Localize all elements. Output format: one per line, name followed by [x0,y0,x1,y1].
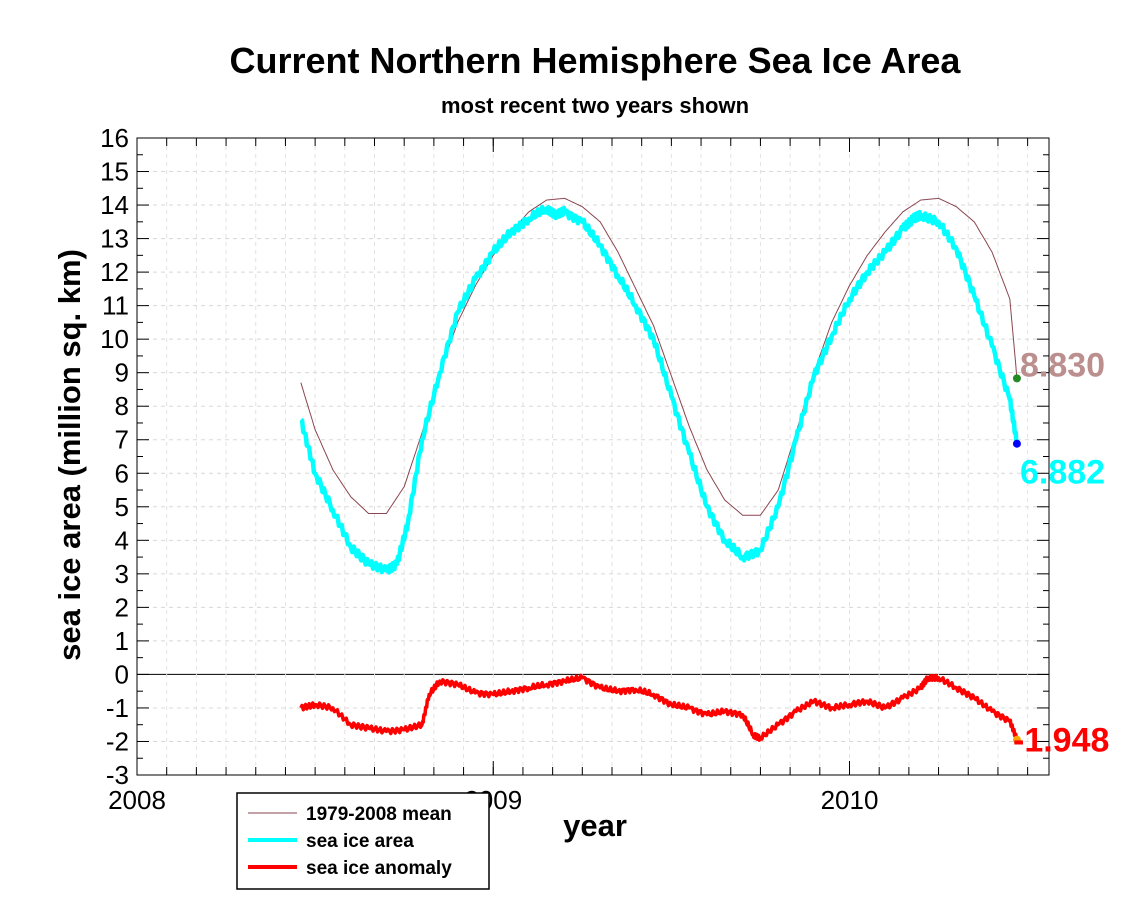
y-axis-label: sea ice area (million sq. km) [52,249,87,661]
y-tick-label: 10 [100,324,129,354]
y-tick-label: 3 [115,559,129,589]
y-tick-label: 14 [100,190,129,220]
legend-label-area: sea ice area [306,831,414,852]
y-tick-label: 13 [100,224,129,254]
y-tick-label: -1 [106,693,129,723]
series-lines [299,197,1019,742]
y-tick-label: 0 [115,659,129,689]
value-annotation-1: 6.882 [1020,454,1105,492]
y-tick-label: 7 [115,425,129,455]
grid [137,138,1049,775]
end-marker-2 [1012,735,1021,744]
value-annotation-2: -1.948 [1013,722,1109,760]
series-line-2 [299,673,1019,742]
y-tick-label: 5 [115,492,129,522]
y-tick-label: -3 [106,760,129,790]
end-marker-1 [1012,439,1021,448]
end-markers [1012,374,1021,744]
legend-box [236,792,490,890]
y-tick-label: 16 [100,123,129,153]
y-tick-label: -2 [106,726,129,756]
y-tick-label: 12 [100,257,129,287]
end-marker-0 [1012,374,1021,383]
y-tick-label: 11 [102,291,129,321]
value-annotations: 8.830 6.882 -1.948 [1013,346,1109,759]
series-line-1 [299,204,1019,575]
x-axis-label: year [563,808,627,843]
y-tick-label: 6 [115,458,129,488]
x-tick-label: 2010 [821,785,879,815]
legend: 1979-2008 mean sea ice area sea ice anom… [236,792,490,890]
y-tick-label: 1 [115,626,129,656]
chart-subtitle: most recent two years shown [441,93,749,118]
y-tick-label: 2 [115,592,129,622]
value-annotation-0: 8.830 [1020,346,1105,384]
series-line-0 [300,197,1018,516]
legend-label-anomaly: sea ice anomaly [306,858,452,879]
y-tick-label: 8 [115,391,129,421]
x-tick-label: 2008 [108,785,166,815]
y-tick-label: 4 [115,525,129,555]
y-tick-label: 9 [115,358,129,388]
chart-title: Current Northern Hemisphere Sea Ice Area [230,40,962,81]
y-tick-label: 15 [100,157,129,187]
legend-label-mean: 1979-2008 mean [306,804,452,825]
